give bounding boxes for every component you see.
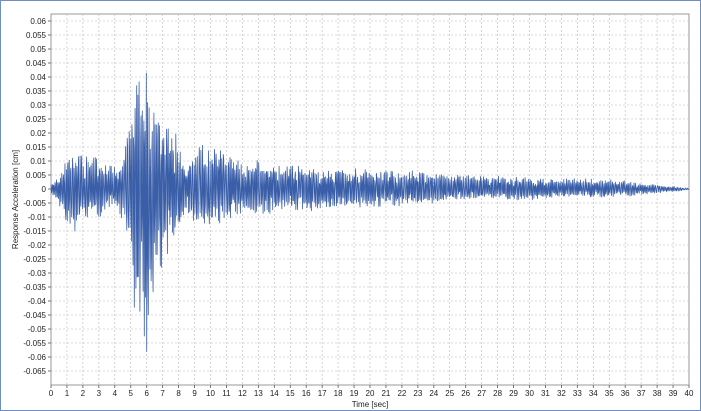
y-tick-label: 0.06	[30, 17, 46, 26]
x-tick-label: 12	[238, 389, 247, 398]
x-tick-label: 26	[461, 389, 470, 398]
y-tick-label: 0.045	[26, 59, 47, 68]
x-tick-label: 13	[254, 389, 263, 398]
y-tick-label: -0.015	[23, 227, 46, 236]
y-tick-label: 0	[42, 185, 47, 194]
x-tick-label: 18	[334, 389, 343, 398]
x-tick-label: 0	[49, 389, 54, 398]
x-tick-label: 37	[637, 389, 646, 398]
x-tick-label: 40	[685, 389, 694, 398]
x-tick-label: 17	[318, 389, 327, 398]
y-tick-label: 0.025	[26, 115, 47, 124]
x-tick-label: 19	[350, 389, 359, 398]
x-tick-label: 7	[160, 389, 165, 398]
x-tick-label: 38	[653, 389, 662, 398]
x-tick-label: 16	[302, 389, 311, 398]
x-tick-label: 22	[397, 389, 406, 398]
x-tick-label: 3	[97, 389, 102, 398]
y-tick-label: 0.01	[30, 157, 46, 166]
y-tick-label: 0.035	[26, 87, 47, 96]
x-tick-label: 6	[144, 389, 149, 398]
x-tick-label: 23	[413, 389, 422, 398]
y-tick-label: 0.02	[30, 129, 46, 138]
x-tick-label: 14	[270, 389, 279, 398]
x-tick-label: 5	[129, 389, 134, 398]
y-tick-label: -0.055	[23, 339, 46, 348]
y-tick-label: 0.005	[26, 171, 47, 180]
y-tick-label: 0.03	[30, 101, 46, 110]
y-tick-label: -0.04	[28, 297, 47, 306]
y-tick-label: -0.03	[28, 269, 47, 278]
x-tick-label: 1	[65, 389, 70, 398]
y-axis-title: Response Acceleration [cm]	[11, 150, 20, 249]
x-tick-label: 25	[445, 389, 454, 398]
x-tick-label: 21	[381, 389, 390, 398]
x-tick-label: 39	[669, 389, 678, 398]
y-tick-label: 0.04	[30, 73, 46, 82]
x-tick-label: 35	[605, 389, 614, 398]
y-tick-label: -0.01	[28, 213, 47, 222]
x-tick-label: 9	[192, 389, 197, 398]
x-tick-label: 30	[525, 389, 534, 398]
y-tick-label: -0.02	[28, 241, 47, 250]
x-tick-label: 15	[286, 389, 295, 398]
x-tick-label: 33	[573, 389, 582, 398]
x-tick-label: 31	[541, 389, 550, 398]
x-tick-label: 8	[176, 389, 181, 398]
y-tick-label: 0.05	[30, 45, 46, 54]
x-tick-label: 36	[621, 389, 630, 398]
x-tick-label: 4	[113, 389, 118, 398]
x-tick-label: 32	[557, 389, 566, 398]
y-tick-label: 0.015	[26, 143, 47, 152]
y-tick-label: -0.005	[23, 199, 46, 208]
x-tick-label: 28	[493, 389, 502, 398]
y-tick-label: 0.055	[26, 31, 47, 40]
x-tick-label: 34	[589, 389, 598, 398]
series-line	[50, 72, 690, 352]
x-tick-label: 2	[81, 389, 86, 398]
y-tick-label: -0.025	[23, 255, 46, 264]
x-tick-label: 24	[429, 389, 438, 398]
y-tick-label: -0.06	[28, 353, 47, 362]
x-tick-label: 11	[222, 389, 231, 398]
x-tick-label: 27	[477, 389, 486, 398]
y-tick-label: -0.05	[28, 325, 47, 334]
y-tick-label: -0.045	[23, 311, 46, 320]
x-tick-label: 29	[509, 389, 518, 398]
x-axis-title: Time [sec]	[352, 400, 389, 409]
x-tick-label: 10	[206, 389, 215, 398]
x-tick-label: 20	[366, 389, 375, 398]
y-tick-label: -0.035	[23, 283, 46, 292]
y-tick-label: -0.065	[23, 367, 46, 376]
